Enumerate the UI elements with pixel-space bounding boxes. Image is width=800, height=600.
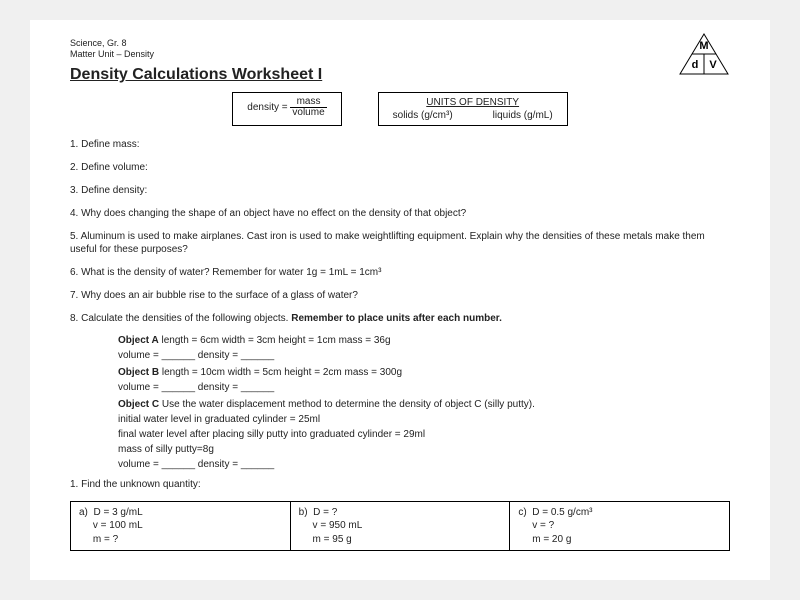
find-unknown-table: a) D = 3 g/mL v = 100 mL m = ? b) D = ? … xyxy=(70,501,730,552)
object-a-label: Object A xyxy=(118,335,159,346)
question-8: 8. Calculate the densities of the follow… xyxy=(70,312,730,325)
worksheet-title: Density Calculations Worksheet I xyxy=(70,66,730,84)
object-a-text: length = 6cm width = 3cm height = 1cm ma… xyxy=(159,335,391,346)
object-b-block: Object B length = 10cm width = 5cm heigh… xyxy=(118,367,730,393)
units-liquids: liquids (g/mL) xyxy=(493,110,553,121)
question-2: 2. Define volume: xyxy=(70,161,730,174)
question-6: 6. What is the density of water? Remembe… xyxy=(70,266,730,279)
formula-row: density = mass volume UNITS OF DENSITY s… xyxy=(70,92,730,126)
find-b-d: b) D = ? xyxy=(299,506,502,520)
find-cell-c: c) D = 0.5 g/cm³ v = ? m = 20 g xyxy=(510,501,730,551)
object-c-label: Object C xyxy=(118,399,159,410)
find-c-m: m = 20 g xyxy=(518,533,721,547)
density-triangle-icon: M d V xyxy=(678,32,730,76)
find-cell-a: a) D = 3 g/mL v = 100 mL m = ? xyxy=(71,501,291,551)
units-title: UNITS OF DENSITY xyxy=(393,97,553,108)
object-c-line1: initial water level in graduated cylinde… xyxy=(118,414,730,425)
header-line2: Matter Unit – Density xyxy=(70,49,730,60)
object-b-label: Object B xyxy=(118,367,159,378)
find-cell-b: b) D = ? v = 950 mL m = 95 g xyxy=(290,501,510,551)
object-b-vd: volume = ______ density = ______ xyxy=(118,382,730,393)
q8-lead: 8. Calculate the densities of the follow… xyxy=(70,313,291,324)
find-c-d: c) D = 0.5 g/cm³ xyxy=(518,506,721,520)
formula-numerator: mass xyxy=(290,97,326,108)
object-c-block: Object C Use the water displacement meth… xyxy=(118,399,730,470)
find-b-v: v = 950 mL xyxy=(299,519,502,533)
object-a-vd: volume = ______ density = ______ xyxy=(118,350,730,361)
formula-denominator: volume xyxy=(290,108,326,118)
object-c-line2: final water level after placing silly pu… xyxy=(118,429,730,440)
object-c-vd: volume = ______ density = ______ xyxy=(118,459,730,470)
question-7: 7. Why does an air bubble rise to the su… xyxy=(70,289,730,302)
question-3: 3. Define density: xyxy=(70,184,730,197)
density-formula-box: density = mass volume xyxy=(232,92,341,126)
question-1: 1. Define mass: xyxy=(70,138,730,151)
svg-text:d: d xyxy=(692,59,699,71)
worksheet-page: Science, Gr. 8 Matter Unit – Density M d… xyxy=(30,20,770,580)
find-a-v: v = 100 mL xyxy=(79,519,282,533)
question-4: 4. Why does changing the shape of an obj… xyxy=(70,207,730,220)
units-solids: solids (g/cm³) xyxy=(393,110,453,121)
find-b-m: m = 95 g xyxy=(299,533,502,547)
find-a-m: m = ? xyxy=(79,533,282,547)
svg-text:M: M xyxy=(699,40,708,52)
formula-lead: density = xyxy=(247,102,287,113)
find-unknown-title: 1. Find the unknown quantity: xyxy=(70,478,730,491)
find-c-v: v = ? xyxy=(518,519,721,533)
question-5: 5. Aluminum is used to make airplanes. C… xyxy=(70,230,730,256)
object-c-text: Use the water displacement method to det… xyxy=(159,399,535,410)
header-line1: Science, Gr. 8 xyxy=(70,38,730,49)
find-a-d: a) D = 3 g/mL xyxy=(79,506,282,520)
units-box: UNITS OF DENSITY solids (g/cm³) liquids … xyxy=(378,92,568,126)
object-a-block: Object A length = 6cm width = 3cm height… xyxy=(118,335,730,361)
object-b-text: length = 10cm width = 5cm height = 2cm m… xyxy=(159,367,402,378)
q8-bold: Remember to place units after each numbe… xyxy=(291,313,502,324)
object-c-line3: mass of silly putty=8g xyxy=(118,444,730,455)
svg-text:V: V xyxy=(709,59,717,71)
